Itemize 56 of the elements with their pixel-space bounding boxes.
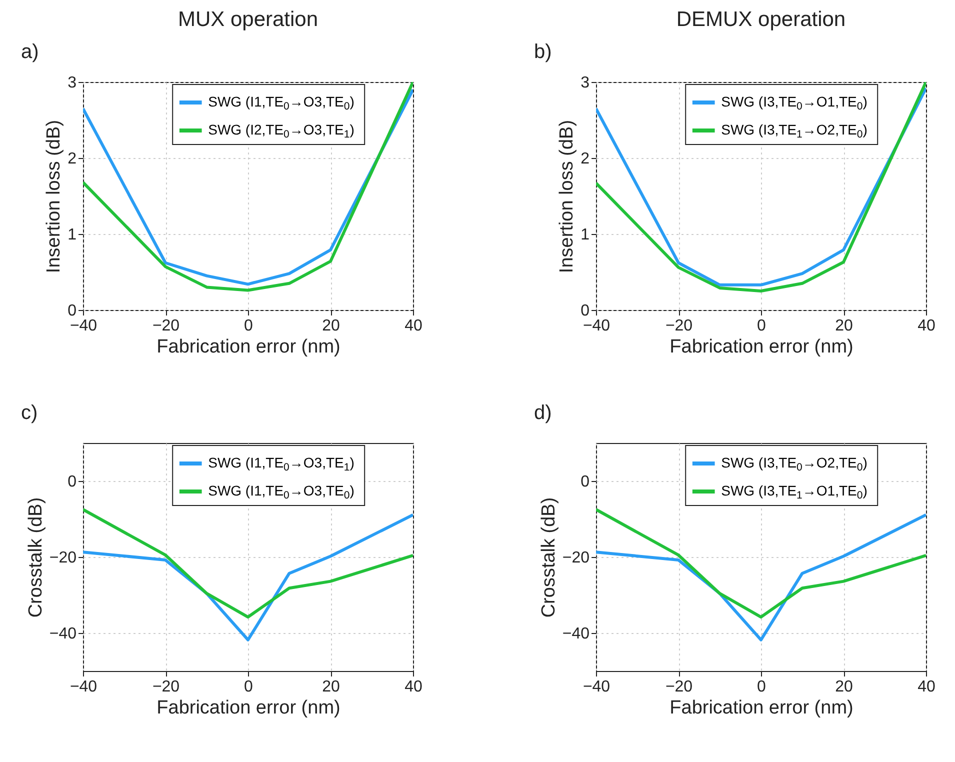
y-tick-label: 2 [580,150,590,168]
y-tick-label: −20 [562,550,590,566]
line-series [83,513,413,642]
x-axis-title: Fabrication error (nm) [156,698,340,718]
x-tick-label: 0 [244,678,254,696]
y-axis-title: Insertion loss (dB) [556,120,578,274]
x-tick-label: 0 [757,678,766,696]
line-series [596,513,926,642]
x-tick-label: 40 [404,318,422,334]
line-series [83,508,413,619]
text: d) [534,402,552,424]
text: a) [21,41,39,63]
y-tick-label: 0 [580,474,590,490]
x-tick-label: 20 [835,678,853,696]
y-tick-label: 3 [68,74,77,92]
y-tick-label: −40 [49,626,77,642]
line-series [596,508,926,619]
y-tick-label: 0 [68,474,77,490]
chart-title: MUX operation [178,8,318,31]
x-tick-label: 0 [757,318,766,334]
x-tick-label: 20 [322,318,340,334]
y-tick-label: −20 [49,550,77,566]
legend-label: SWG (I2,TE$_{0}$→O3,TE$_{1}$) [208,122,354,141]
legend-label: SWG (I3,TE$_{0}$→O1,TE$_{0}$) [721,94,868,113]
x-tick-label: 20 [322,678,340,696]
x-tick-label: 20 [835,318,853,334]
y-axis-title: Crosstalk (dB) [25,497,46,618]
x-tick-label: 40 [918,318,936,334]
y-axis-title: Crosstalk (dB) [538,497,560,618]
legend-label: SWG (I3,TE$_{0}$→O2,TE$_{0}$) [721,454,868,474]
chart-title: DEMUX operation [676,8,846,31]
legend-label: SWG (I1,TE$_{0}$→O3,TE$_{0}$) [208,482,354,502]
y-axis-title: Insertion loss (dB) [44,120,65,274]
legend-label: SWG (I1,TE$_{0}$→O3,TE$_{1}$) [208,454,354,474]
legend-label: SWG (I3,TE$_{1}$→O2,TE$_{0}$) [721,122,868,141]
y-tick-label: 1 [68,226,77,244]
legend-label: SWG (I3,TE$_{1}$→O1,TE$_{0}$) [721,482,868,502]
legend-label: SWG (I1,TE$_{0}$→O3,TE$_{0}$) [208,94,354,113]
x-tick-label: 40 [918,678,936,696]
y-tick-label: 3 [580,74,590,92]
y-tick-label: 0 [68,302,77,320]
x-tick-label: −20 [665,318,693,334]
text: c) [21,402,38,424]
x-axis-title: Fabrication error (nm) [156,336,340,358]
x-tick-label: 40 [404,678,422,696]
x-axis-title: Fabrication error (nm) [670,336,854,358]
x-tick-label: 0 [244,318,254,334]
y-tick-label: −40 [562,626,590,642]
x-axis-title: Fabrication error (nm) [670,698,854,718]
y-tick-label: 2 [68,150,77,168]
y-tick-label: 1 [580,226,590,244]
text: b) [534,41,552,63]
x-tick-label: −20 [152,318,180,334]
x-tick-label: −20 [665,678,693,696]
y-tick-label: 0 [580,302,590,320]
x-tick-label: −20 [152,678,180,696]
